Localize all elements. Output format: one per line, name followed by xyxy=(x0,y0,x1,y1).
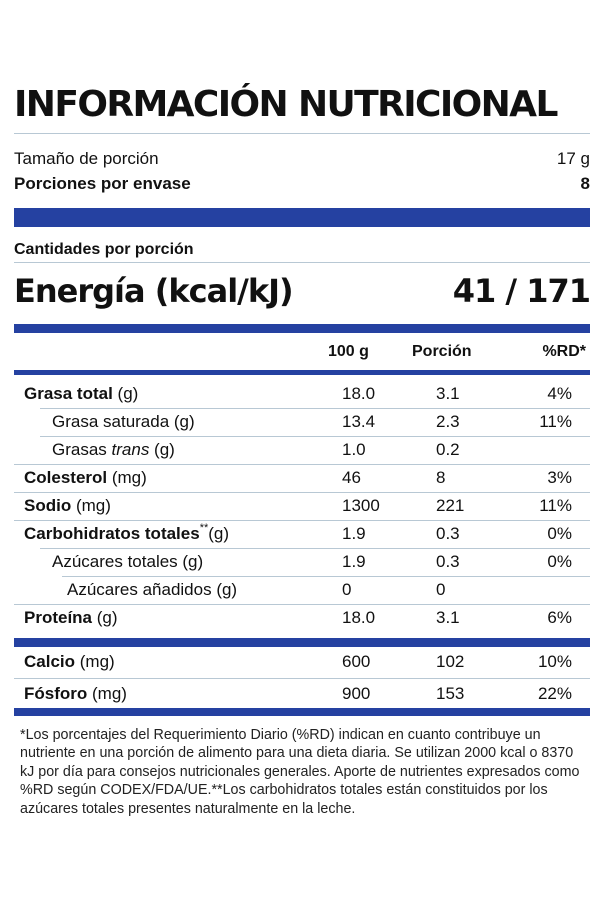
value-100g: 900 xyxy=(342,684,371,703)
value-100g: 13.4 xyxy=(342,412,376,431)
nutrient-name: Fósforo (mg) xyxy=(24,684,127,703)
divider xyxy=(62,576,590,577)
amounts-per-serving-label: Cantidades por porción xyxy=(14,241,194,258)
nutrient-row-added-sugars: Azúcares añadidos (g) 0 0 xyxy=(14,576,590,604)
nutrient-row-phosphorus: Fósforo (mg) 900 153 22% xyxy=(14,680,590,708)
value-100g: 46 xyxy=(342,468,361,487)
nutrient-name: Grasas trans (g) xyxy=(52,440,175,459)
value-portion: 153 xyxy=(436,684,465,703)
value-rd: 6% xyxy=(547,608,572,627)
value-portion: 102 xyxy=(436,652,465,671)
nutrient-row-fat-total: Grasa total (g) 18.0 3.1 4% xyxy=(14,380,590,408)
label-title: INFORMACIÓN NUTRICIONAL xyxy=(14,84,558,125)
value-100g: 600 xyxy=(342,652,371,671)
value-rd: 11% xyxy=(539,412,572,431)
value-portion: 221 xyxy=(436,496,465,515)
nutrient-row-total-sugars: Azúcares totales (g) 1.9 0.3 0% xyxy=(14,548,590,576)
value-rd: 22% xyxy=(537,684,572,703)
blue-band xyxy=(14,208,590,227)
divider xyxy=(40,408,590,409)
value-portion: 0.3 xyxy=(436,524,460,543)
value-rd: 10% xyxy=(537,652,572,671)
value-100g: 1.9 xyxy=(342,552,366,571)
nutrient-name: Sodio (mg) xyxy=(24,496,111,515)
energy-label: Energía (kcal/kJ) xyxy=(14,272,294,310)
nutrient-row-cholesterol: Colesterol (mg) 46 8 3% xyxy=(14,464,590,492)
nutrient-name: Proteína (g) xyxy=(24,608,118,627)
column-header-rd: %RD* xyxy=(542,343,586,360)
divider xyxy=(40,436,590,437)
servings-per-container-value: 8 xyxy=(580,174,590,193)
nutrient-name: Colesterol (mg) xyxy=(24,468,147,487)
blue-band xyxy=(14,708,590,716)
value-rd: 4% xyxy=(547,384,572,403)
nutrient-name: Azúcares totales (g) xyxy=(52,552,204,571)
value-rd: 0% xyxy=(547,524,572,543)
divider xyxy=(14,604,590,605)
nutrient-row-trans-fat: Grasas trans (g) 1.0 0.2 xyxy=(14,436,590,464)
value-100g: 1.9 xyxy=(342,524,366,543)
serving-size-value: 17 g xyxy=(556,149,590,168)
divider xyxy=(14,262,590,263)
divider xyxy=(14,520,590,521)
value-rd: 3% xyxy=(547,468,572,487)
nutrient-row-sodium: Sodio (mg) 1300 221 11% xyxy=(14,492,590,520)
serving-size-label: Tamaño de porción xyxy=(14,149,159,168)
nutrient-name: Grasa total (g) xyxy=(24,384,139,403)
value-rd: 0% xyxy=(547,552,572,571)
nutrient-row-calcium: Calcio (mg) 600 102 10% xyxy=(14,648,590,676)
value-100g: 18.0 xyxy=(342,384,376,403)
divider xyxy=(14,678,590,679)
value-rd: 11% xyxy=(539,496,572,515)
value-100g: 1300 xyxy=(342,496,380,515)
value-portion: 3.1 xyxy=(436,608,460,627)
value-portion: 0 xyxy=(436,580,446,599)
value-portion: 8 xyxy=(436,468,446,487)
servings-per-container-label: Porciones por envase xyxy=(14,174,191,193)
blue-band xyxy=(14,638,590,647)
divider xyxy=(40,548,590,549)
energy-value: 41 / 171 xyxy=(452,272,591,310)
value-portion: 2.3 xyxy=(436,412,460,431)
value-portion: 0.2 xyxy=(436,440,460,459)
divider xyxy=(14,492,590,493)
blue-band xyxy=(14,324,590,333)
nutrient-name: Calcio (mg) xyxy=(24,652,115,671)
nutrient-row-protein: Proteína (g) 18.0 3.1 6% xyxy=(14,604,590,632)
nutrient-name: Grasa saturada (g) xyxy=(52,412,195,431)
nutrient-row-saturated-fat: Grasa saturada (g) 13.4 2.3 11% xyxy=(14,408,590,436)
nutrient-name: Azúcares añadidos (g) xyxy=(67,580,238,599)
divider xyxy=(14,464,590,465)
footnote: *Los porcentajes del Requerimiento Diari… xyxy=(20,727,580,817)
divider xyxy=(14,133,590,134)
nutrient-row-carbohydrates: Carbohidratos totales**(g) 1.9 0.3 0% xyxy=(14,520,590,548)
column-header-100g: 100 g xyxy=(328,343,369,360)
blue-band xyxy=(14,370,590,375)
value-portion: 0.3 xyxy=(436,552,460,571)
value-portion: 3.1 xyxy=(436,384,460,403)
column-header-portion: Porción xyxy=(412,343,472,360)
value-100g: 1.0 xyxy=(342,440,366,459)
value-100g: 18.0 xyxy=(342,608,376,627)
value-100g: 0 xyxy=(342,580,352,599)
nutrient-name: Carbohidratos totales**(g) xyxy=(24,522,230,543)
